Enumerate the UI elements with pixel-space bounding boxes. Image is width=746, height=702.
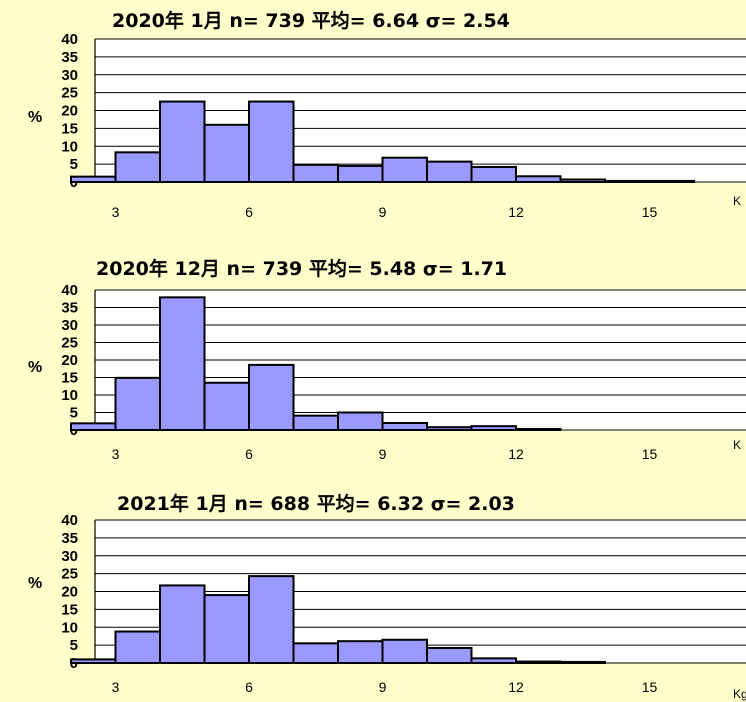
histogram-bar xyxy=(248,100,295,183)
y-tick-label: 15 xyxy=(61,601,78,618)
histogram-bar xyxy=(515,427,562,432)
histogram-bar xyxy=(70,658,117,664)
y-tick-label: 15 xyxy=(61,370,78,387)
y-tick-label: 25 xyxy=(61,85,78,102)
y-tick-label: 30 xyxy=(61,67,78,84)
x-tick-label: 9 xyxy=(379,204,387,220)
y-tick-label: 35 xyxy=(61,49,78,66)
histogram-bar xyxy=(337,411,384,431)
histogram-bar xyxy=(337,164,384,184)
y-tick-label: 25 xyxy=(61,335,78,352)
histogram-bar xyxy=(114,376,161,432)
y-tick-label: 10 xyxy=(61,387,78,404)
x-tick-label: 12 xyxy=(508,446,524,462)
histogram-bar xyxy=(470,425,517,431)
histogram-bar xyxy=(648,179,695,184)
histogram-bar xyxy=(426,426,473,432)
histogram-bar xyxy=(515,175,562,183)
y-tick-label: 20 xyxy=(61,584,78,601)
y-tick-label: 5 xyxy=(70,405,78,422)
histogram-bar xyxy=(381,156,428,184)
chart-title: 2020年 1月 n= 739 平均= 6.64 σ= 2.54 xyxy=(112,9,510,32)
histogram-bar xyxy=(470,165,517,184)
histogram-bar xyxy=(559,178,606,183)
histogram-bar xyxy=(203,381,250,431)
y-axis-label: % xyxy=(28,109,42,126)
histogram-bar xyxy=(159,100,206,183)
histogram-bar xyxy=(426,646,473,664)
y-axis-label: % xyxy=(28,359,42,376)
histogram-bar xyxy=(248,363,295,431)
x-tick-label: 15 xyxy=(642,446,658,462)
histogram-bar xyxy=(248,575,295,664)
y-tick-label: 5 xyxy=(70,637,78,654)
histogram-bar xyxy=(159,296,206,431)
x-unit-label: K xyxy=(733,438,741,452)
histogram-bar xyxy=(114,151,161,183)
x-unit-label: Kg xyxy=(733,687,746,701)
y-tick-label: 35 xyxy=(61,300,78,317)
x-tick-label: 12 xyxy=(508,679,524,695)
x-unit-label: K xyxy=(733,194,741,208)
y-tick-label: 40 xyxy=(61,512,78,529)
histogram-bar xyxy=(604,179,651,184)
histogram-bar xyxy=(515,660,562,665)
chart-title: 2020年 12月 n= 739 平均= 5.48 σ= 1.71 xyxy=(96,257,507,280)
x-tick-label: 3 xyxy=(112,204,120,220)
x-tick-label: 3 xyxy=(112,446,120,462)
y-tick-label: 5 xyxy=(70,156,78,173)
histogram-bar xyxy=(426,160,473,183)
histogram-bar xyxy=(559,660,606,664)
x-tick-label: 3 xyxy=(112,679,120,695)
histogram-bar xyxy=(114,630,161,664)
histogram-bar xyxy=(292,163,339,183)
y-tick-label: 30 xyxy=(61,317,78,334)
y-tick-label: 40 xyxy=(61,282,78,299)
y-tick-label: 40 xyxy=(61,31,78,48)
histogram-bar xyxy=(470,657,517,664)
x-tick-label: 6 xyxy=(245,446,253,462)
histogram-bar xyxy=(70,175,117,183)
y-tick-label: 10 xyxy=(61,138,78,155)
x-tick-label: 15 xyxy=(642,204,658,220)
y-tick-label: 35 xyxy=(61,530,78,547)
histogram-bar xyxy=(381,422,428,431)
y-tick-label: 30 xyxy=(61,548,78,565)
y-tick-label: 25 xyxy=(61,566,78,583)
y-axis-label: % xyxy=(28,575,42,592)
y-tick-label: 20 xyxy=(61,352,78,369)
x-tick-label: 9 xyxy=(379,446,387,462)
x-tick-label: 9 xyxy=(379,679,387,695)
histogram-bar xyxy=(381,638,428,665)
histogram-bar xyxy=(292,414,339,431)
x-tick-label: 15 xyxy=(642,679,658,695)
x-tick-label: 6 xyxy=(245,204,253,220)
histogram-bar xyxy=(159,584,206,664)
x-tick-label: 12 xyxy=(508,204,524,220)
chart-title: 2021年 1月 n= 688 平均= 6.32 σ= 2.03 xyxy=(117,492,515,515)
histogram-bar xyxy=(203,594,250,665)
histogram-bar xyxy=(203,123,250,184)
histogram-bar xyxy=(70,422,117,432)
y-tick-label: 10 xyxy=(61,619,78,636)
y-tick-label: 20 xyxy=(61,103,78,120)
x-tick-label: 6 xyxy=(245,679,253,695)
y-tick-label: 15 xyxy=(61,120,78,137)
histogram-bar xyxy=(337,640,384,665)
histogram-bar xyxy=(292,642,339,665)
